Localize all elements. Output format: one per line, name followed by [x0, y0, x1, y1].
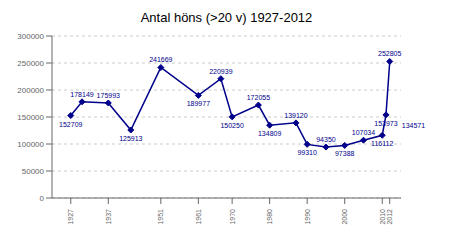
svg-text:200000: 200000	[17, 86, 44, 95]
svg-text:178149: 178149	[70, 91, 93, 98]
svg-text:175993: 175993	[97, 92, 120, 99]
svg-text:153973: 153973	[374, 120, 397, 127]
svg-text:241669: 241669	[149, 56, 172, 63]
svg-text:250000: 250000	[17, 59, 44, 68]
svg-text:2010: 2010	[379, 209, 386, 225]
svg-text:1990: 1990	[304, 209, 311, 225]
svg-text:134809: 134809	[258, 130, 281, 137]
svg-text:150000: 150000	[17, 113, 44, 122]
svg-text:2012: 2012	[386, 209, 393, 225]
svg-text:1980: 1980	[266, 209, 273, 225]
svg-text:97388: 97388	[335, 150, 355, 157]
svg-text:0: 0	[40, 194, 45, 203]
svg-text:125913: 125913	[119, 135, 142, 142]
svg-text:220939: 220939	[209, 68, 232, 75]
svg-text:189977: 189977	[187, 100, 210, 107]
svg-text:134571: 134571	[402, 122, 425, 129]
svg-text:50000: 50000	[22, 167, 45, 176]
svg-text:1937: 1937	[105, 209, 112, 225]
svg-text:1961: 1961	[195, 209, 202, 225]
svg-text:252805: 252805	[378, 50, 401, 57]
svg-text:94350: 94350	[316, 136, 336, 143]
html-text:Antal höns (>20 v) 1927-2012: Antal höns (>20 v) 1927-2012	[140, 10, 313, 25]
svg-text:99310: 99310	[297, 149, 317, 156]
svg-text:1951: 1951	[157, 209, 164, 225]
svg-text:1927: 1927	[67, 209, 74, 225]
svg-text:107034: 107034	[352, 129, 375, 136]
svg-text:300000: 300000	[17, 32, 44, 41]
svg-text:2000: 2000	[341, 209, 348, 225]
svg-text:150250: 150250	[220, 122, 243, 129]
svg-text:100000: 100000	[17, 140, 44, 149]
svg-text:116112: 116112	[371, 140, 393, 147]
svg-text:139120: 139120	[284, 112, 307, 119]
svg-text:1970: 1970	[229, 209, 236, 225]
svg-text:152709: 152709	[59, 121, 82, 128]
svg-text:172055: 172055	[247, 94, 270, 101]
